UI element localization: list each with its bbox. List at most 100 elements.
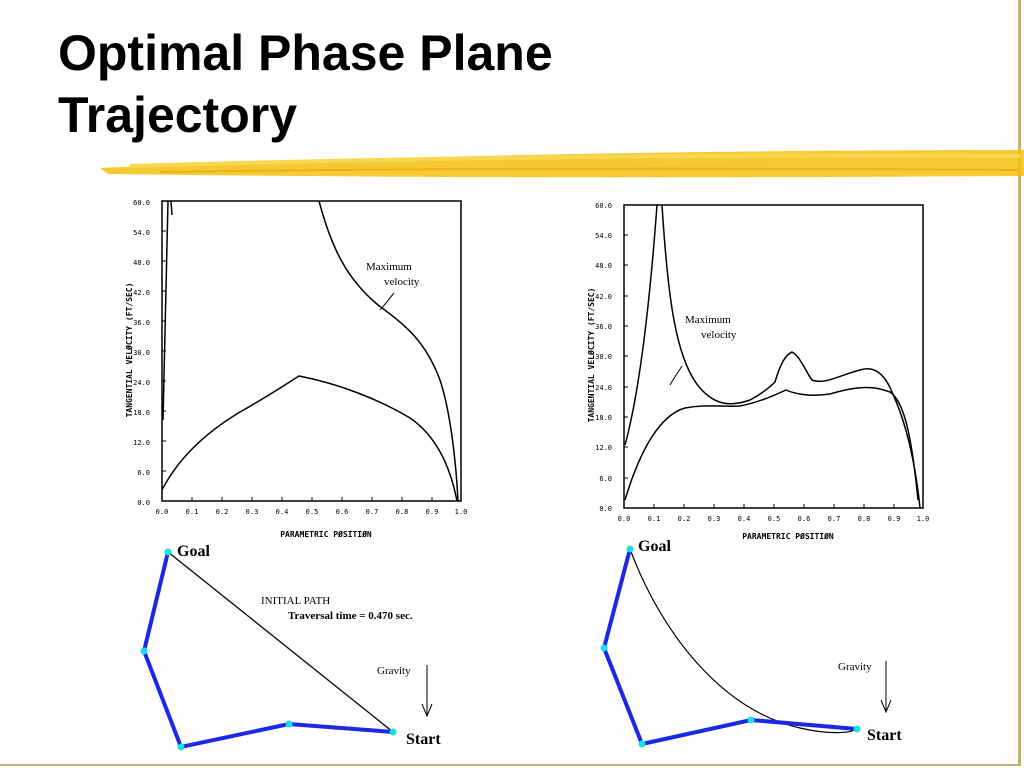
right-xtick-5: 0.5 bbox=[768, 515, 781, 523]
right-start-label: Start bbox=[867, 727, 902, 744]
left-xtick-0: 0.0 bbox=[156, 508, 169, 516]
left-info-line2: Traversal time = 0.470 sec. bbox=[288, 610, 413, 622]
title-line-1: Optimal Phase Plane bbox=[58, 25, 553, 81]
right-annotation-line2: velocity bbox=[701, 329, 737, 341]
left-xtick-10: 1.0 bbox=[455, 508, 468, 516]
right-xtick-3: 0.3 bbox=[708, 515, 721, 523]
right-goal-label: Goal bbox=[638, 538, 671, 555]
right-gravity-arrow bbox=[880, 661, 892, 714]
left-xtick-3: 0.3 bbox=[246, 508, 259, 516]
left-annotation-line2: velocity bbox=[384, 276, 420, 288]
left-joint-4 bbox=[285, 720, 293, 728]
right-xtick-0: 0.0 bbox=[618, 515, 631, 523]
right-xtick-6: 0.6 bbox=[798, 515, 811, 523]
right-xtick-1: 0.1 bbox=[648, 515, 661, 523]
left-annotation-line1: Maximum bbox=[366, 261, 412, 273]
right-xtick-7: 0.7 bbox=[828, 515, 841, 523]
right-ytick-36: 36.0 bbox=[595, 323, 612, 331]
right-plot-tick-marks bbox=[624, 234, 895, 508]
left-plot-xticks: 0.0 0.1 0.2 0.3 0.4 0.5 0.6 0.7 0.8 0.9 … bbox=[156, 508, 468, 516]
title-underline-stroke bbox=[100, 150, 1024, 178]
left-ytick-36: 36.0 bbox=[133, 319, 150, 327]
left-xtick-8: 0.8 bbox=[396, 508, 409, 516]
right-optimal-path-curve bbox=[629, 548, 858, 734]
right-ytick-60: 60.0 bbox=[595, 202, 612, 210]
left-plot-xlabel: PARAMETRIC PØSITIØN bbox=[280, 529, 372, 539]
right-ytick-24: 24.0 bbox=[595, 384, 612, 392]
left-ytick-0: 0.0 bbox=[137, 499, 150, 507]
right-joint-4 bbox=[747, 716, 755, 724]
right-plot-ylabel: TANGENTIAL VELØCITY (FT/SEC) bbox=[586, 288, 596, 423]
left-ytick-6: 6.0 bbox=[137, 469, 150, 477]
right-xtick-4: 0.4 bbox=[738, 515, 751, 523]
left-start-label: Start bbox=[406, 731, 441, 748]
left-xtick-2: 0.2 bbox=[216, 508, 229, 516]
left-ytick-48: 48.0 bbox=[133, 259, 150, 267]
left-plot-ylabel: TANGENTIAL VELØCITY (FT/SEC) bbox=[124, 283, 134, 418]
right-joint-start bbox=[853, 725, 861, 733]
right-xtick-9: 0.9 bbox=[888, 515, 901, 523]
right-ytick-30: 30.0 bbox=[595, 353, 612, 361]
slide-title: Optimal Phase Plane Trajectory bbox=[58, 22, 758, 146]
left-joint-start bbox=[389, 728, 397, 736]
right-ytick-6: 6.0 bbox=[599, 475, 612, 483]
right-maxvel-curve bbox=[661, 204, 921, 509]
left-arm-joints bbox=[140, 548, 397, 751]
right-joint-goal bbox=[626, 545, 634, 553]
left-plot-tick-marks bbox=[162, 230, 433, 501]
left-joint-goal bbox=[164, 548, 172, 556]
right-plot-yticks: 60.0 54.0 48.0 42.0 36.0 30.0 24.0 18.0 … bbox=[595, 202, 612, 513]
left-xtick-1: 0.1 bbox=[186, 508, 199, 516]
right-ytick-18: 18.0 bbox=[595, 414, 612, 422]
left-gravity-label: Gravity bbox=[377, 665, 411, 677]
right-annotation-pointer bbox=[669, 365, 683, 386]
left-xtick-6: 0.6 bbox=[336, 508, 349, 516]
right-xtick-10: 1.0 bbox=[917, 515, 930, 523]
left-ytick-54: 54.0 bbox=[133, 229, 150, 237]
left-xtick-4: 0.4 bbox=[276, 508, 289, 516]
left-goal-label: Goal bbox=[177, 543, 210, 560]
left-ytick-12: 12.0 bbox=[133, 439, 150, 447]
left-velocity-profile bbox=[161, 375, 458, 502]
left-maxvel-curve-start-b bbox=[170, 200, 173, 216]
left-initial-path-line bbox=[167, 551, 394, 733]
right-xtick-2: 0.2 bbox=[678, 515, 691, 523]
right-joint-2 bbox=[600, 644, 608, 652]
left-info-line1: INITIAL PATH bbox=[261, 595, 330, 607]
right-joint-3 bbox=[638, 740, 646, 748]
left-ytick-24: 24.0 bbox=[133, 379, 150, 387]
right-plot-xlabel: PARAMETRIC PØSITIØN bbox=[742, 531, 834, 541]
right-arm-joints bbox=[600, 545, 861, 748]
left-gravity-arrow bbox=[421, 665, 433, 718]
right-velocity-profile bbox=[624, 386, 919, 501]
left-ytick-18: 18.0 bbox=[133, 409, 150, 417]
right-maxvel-curve-spike-left bbox=[624, 204, 658, 446]
right-ytick-0: 0.0 bbox=[599, 505, 612, 513]
left-joint-2 bbox=[140, 647, 148, 655]
left-ytick-42: 42.0 bbox=[133, 289, 150, 297]
right-annotation-line1: Maximum bbox=[685, 314, 731, 326]
right-xtick-8: 0.8 bbox=[858, 515, 871, 523]
right-gravity-label: Gravity bbox=[838, 661, 872, 673]
left-xtick-5: 0.5 bbox=[306, 508, 319, 516]
left-maxvel-curve-start bbox=[162, 200, 169, 421]
left-plot-yticks: 60.0 54.0 48.0 42.0 36.0 30.0 24.0 18.0 … bbox=[133, 199, 150, 507]
left-xtick-9: 0.9 bbox=[426, 508, 439, 516]
right-ytick-48: 48.0 bbox=[595, 262, 612, 270]
left-ytick-30: 30.0 bbox=[133, 349, 150, 357]
right-ytick-42: 42.0 bbox=[595, 293, 612, 301]
title-line-2: Trajectory bbox=[58, 87, 298, 143]
left-maxvel-curve bbox=[318, 200, 459, 502]
left-annotation-pointer bbox=[379, 292, 395, 311]
right-plot-xticks: 0.0 0.1 0.2 0.3 0.4 0.5 0.6 0.7 0.8 0.9 … bbox=[618, 515, 930, 523]
left-joint-3 bbox=[177, 743, 185, 751]
right-ytick-12: 12.0 bbox=[595, 444, 612, 452]
right-ytick-54: 54.0 bbox=[595, 232, 612, 240]
left-ytick-60: 60.0 bbox=[133, 199, 150, 207]
left-xtick-7: 0.7 bbox=[366, 508, 379, 516]
